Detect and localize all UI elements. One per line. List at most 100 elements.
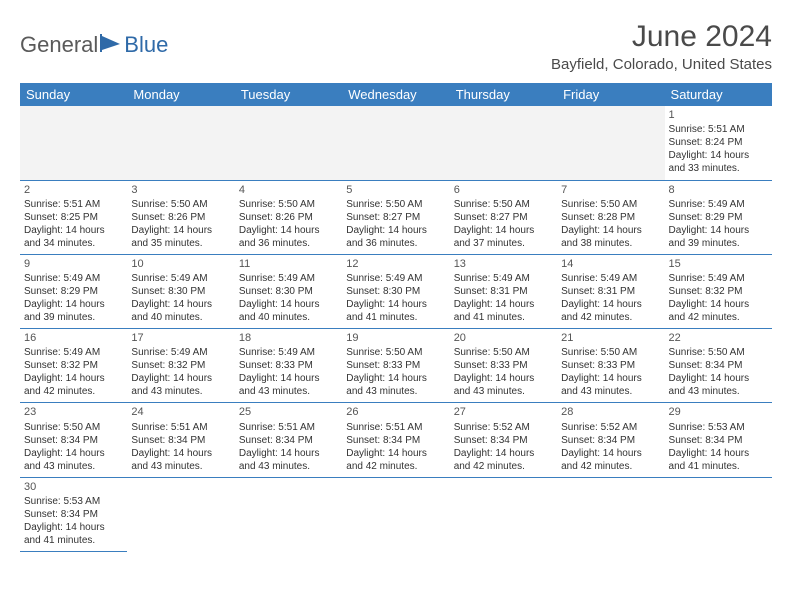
calendar-day-cell: 22Sunrise: 5:50 AMSunset: 8:34 PMDayligh… <box>665 329 772 403</box>
day-number: 24 <box>131 405 230 419</box>
empty-cell <box>342 477 449 551</box>
sunset-line: Sunset: 8:34 PM <box>131 434 230 447</box>
sunrise-line: Sunrise: 5:51 AM <box>669 123 768 136</box>
sunset-line: Sunset: 8:33 PM <box>239 359 338 372</box>
calendar-day-cell: 6Sunrise: 5:50 AMSunset: 8:27 PMDaylight… <box>450 180 557 254</box>
sunrise-line: Sunrise: 5:49 AM <box>131 272 230 285</box>
title-block: June 2024 Bayfield, Colorado, United Sta… <box>551 20 772 73</box>
day-number: 2 <box>24 183 123 197</box>
daylight-line: Daylight: 14 hours and 43 minutes. <box>24 447 123 473</box>
sunset-line: Sunset: 8:34 PM <box>669 359 768 372</box>
calendar-day-cell: 30Sunrise: 5:53 AMSunset: 8:34 PMDayligh… <box>20 477 127 551</box>
daylight-line: Daylight: 14 hours and 42 minutes. <box>454 447 553 473</box>
empty-cell <box>20 106 127 180</box>
sunrise-line: Sunrise: 5:50 AM <box>454 346 553 359</box>
daylight-line: Daylight: 14 hours and 37 minutes. <box>454 224 553 250</box>
sunset-line: Sunset: 8:29 PM <box>24 285 123 298</box>
daylight-line: Daylight: 14 hours and 43 minutes. <box>131 447 230 473</box>
logo-text-general: General <box>20 32 98 58</box>
calendar-day-cell: 27 Sunrise: 5:52 AMSunset: 8:34 PMDayligh… <box>450 403 557 477</box>
empty-cell <box>235 477 342 551</box>
daylight-line: Daylight: 14 hours and 42 minutes. <box>561 447 660 473</box>
day-number: 11 <box>239 257 338 271</box>
daylight-line: Daylight: 14 hours and 39 minutes. <box>669 224 768 250</box>
calendar-day-cell: 4Sunrise: 5:50 AMSunset: 8:26 PMDaylight… <box>235 180 342 254</box>
logo: General Blue <box>20 20 168 58</box>
calendar-day-cell: 9Sunrise: 5:49 AMSunset: 8:29 PMDaylight… <box>20 254 127 328</box>
sunrise-line: Sunrise: 5:49 AM <box>669 198 768 211</box>
location: Bayfield, Colorado, United States <box>551 56 772 73</box>
day-number: 30 <box>24 480 123 494</box>
weekday-header: Tuesday <box>235 83 342 106</box>
day-number: 26 <box>346 405 445 419</box>
day-number: 25 <box>239 405 338 419</box>
day-number: 27 <box>454 405 553 419</box>
day-number: 9 <box>24 257 123 271</box>
calendar-day-cell: 12Sunrise: 5:49 AMSunset: 8:30 PMDayligh… <box>342 254 449 328</box>
daylight-line: Daylight: 14 hours and 38 minutes. <box>561 224 660 250</box>
sunset-line: Sunset: 8:34 PM <box>561 434 660 447</box>
calendar-day-cell: 7Sunrise: 5:50 AMSunset: 8:28 PMDaylight… <box>557 180 664 254</box>
sunset-line: Sunset: 8:33 PM <box>346 359 445 372</box>
empty-cell <box>342 106 449 180</box>
daylight-line: Daylight: 14 hours and 40 minutes. <box>239 298 338 324</box>
sunrise-line: Sunrise: 5:50 AM <box>454 198 553 211</box>
daylight-line: Daylight: 14 hours and 40 minutes. <box>131 298 230 324</box>
day-number: 7 <box>561 183 660 197</box>
sunset-line: Sunset: 8:34 PM <box>24 508 123 521</box>
sunset-line: Sunset: 8:25 PM <box>24 211 123 224</box>
daylight-line: Daylight: 14 hours and 41 minutes. <box>24 521 123 547</box>
calendar-day-cell: 1Sunrise: 5:51 AMSunset: 8:24 PMDaylight… <box>665 106 772 180</box>
weekday-header: Saturday <box>665 83 772 106</box>
day-number: 29 <box>669 405 768 419</box>
sunset-line: Sunset: 8:34 PM <box>24 434 123 447</box>
daylight-line: Daylight: 14 hours and 36 minutes. <box>346 224 445 250</box>
daylight-line: Daylight: 14 hours and 41 minutes. <box>346 298 445 324</box>
daylight-line: Daylight: 14 hours and 36 minutes. <box>239 224 338 250</box>
sunset-line: Sunset: 8:34 PM <box>454 434 553 447</box>
empty-cell <box>127 106 234 180</box>
sunset-line: Sunset: 8:34 PM <box>239 434 338 447</box>
sunset-line: Sunset: 8:31 PM <box>561 285 660 298</box>
sunrise-line: Sunrise: 5:51 AM <box>346 421 445 434</box>
sunset-line: Sunset: 8:30 PM <box>346 285 445 298</box>
calendar-day-cell: 16Sunrise: 5:49 AMSunset: 8:32 PMDayligh… <box>20 329 127 403</box>
empty-cell <box>665 477 772 551</box>
sunset-line: Sunset: 8:33 PM <box>454 359 553 372</box>
sunset-line: Sunset: 8:34 PM <box>346 434 445 447</box>
sunset-line: Sunset: 8:24 PM <box>669 136 768 149</box>
empty-cell <box>235 106 342 180</box>
sunrise-line: Sunrise: 5:49 AM <box>239 272 338 285</box>
calendar-day-cell: 19Sunrise: 5:50 AMSunset: 8:33 PMDayligh… <box>342 329 449 403</box>
daylight-line: Daylight: 14 hours and 43 minutes. <box>239 372 338 398</box>
sunrise-line: Sunrise: 5:51 AM <box>24 198 123 211</box>
day-number: 19 <box>346 331 445 345</box>
day-number: 18 <box>239 331 338 345</box>
daylight-line: Daylight: 14 hours and 43 minutes. <box>239 447 338 473</box>
sunrise-line: Sunrise: 5:49 AM <box>239 346 338 359</box>
day-number: 23 <box>24 405 123 419</box>
daylight-line: Daylight: 14 hours and 43 minutes. <box>561 372 660 398</box>
day-number: 13 <box>454 257 553 271</box>
daylight-line: Daylight: 14 hours and 43 minutes. <box>454 372 553 398</box>
month-title: June 2024 <box>551 20 772 54</box>
calendar-day-cell: 2Sunrise: 5:51 AMSunset: 8:25 PMDaylight… <box>20 180 127 254</box>
sunrise-line: Sunrise: 5:50 AM <box>561 346 660 359</box>
logo-flag-icon <box>100 34 122 57</box>
calendar-day-cell: 21Sunrise: 5:50 AMSunset: 8:33 PMDayligh… <box>557 329 664 403</box>
sunset-line: Sunset: 8:32 PM <box>131 359 230 372</box>
sunrise-line: Sunrise: 5:50 AM <box>239 198 338 211</box>
sunset-line: Sunset: 8:29 PM <box>669 211 768 224</box>
header: General Blue June 2024 Bayfield, Colorad… <box>20 20 772 73</box>
sunset-line: Sunset: 8:32 PM <box>24 359 123 372</box>
calendar-day-cell: 13Sunrise: 5:49 AMSunset: 8:31 PMDayligh… <box>450 254 557 328</box>
sunset-line: Sunset: 8:26 PM <box>239 211 338 224</box>
sunset-line: Sunset: 8:26 PM <box>131 211 230 224</box>
sunrise-line: Sunrise: 5:49 AM <box>561 272 660 285</box>
sunset-line: Sunset: 8:33 PM <box>561 359 660 372</box>
sunrise-line: Sunrise: 5:52 AM <box>454 421 553 434</box>
sunset-line: Sunset: 8:34 PM <box>669 434 768 447</box>
sunset-line: Sunset: 8:27 PM <box>346 211 445 224</box>
empty-cell <box>450 477 557 551</box>
sunrise-line: Sunrise: 5:51 AM <box>131 421 230 434</box>
